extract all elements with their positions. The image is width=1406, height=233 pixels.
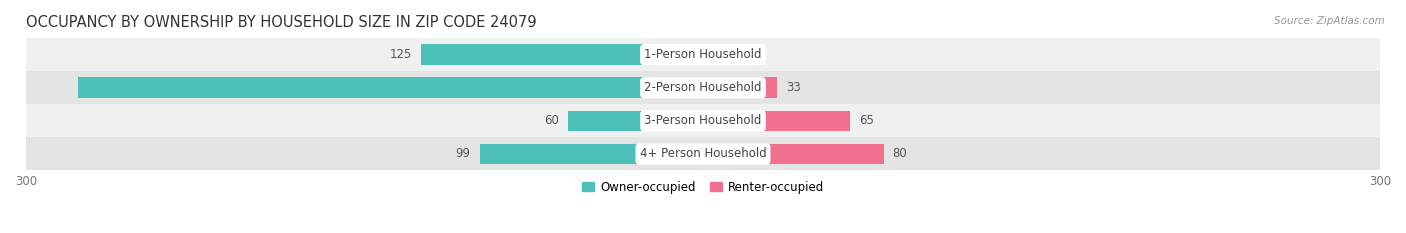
Bar — [27, 137, 1379, 171]
Text: 125: 125 — [389, 48, 412, 61]
Bar — [27, 104, 1379, 137]
Text: 1-Person Household: 1-Person Household — [644, 48, 762, 61]
Text: 0: 0 — [711, 48, 720, 61]
Text: 2-Person Household: 2-Person Household — [644, 81, 762, 94]
Bar — [703, 78, 778, 98]
Text: 99: 99 — [456, 147, 471, 160]
Text: 80: 80 — [893, 147, 907, 160]
Bar — [703, 111, 849, 131]
Bar — [27, 71, 1379, 104]
Text: 3-Person Household: 3-Person Household — [644, 114, 762, 127]
Text: 65: 65 — [859, 114, 873, 127]
Text: 4+ Person Household: 4+ Person Household — [640, 147, 766, 160]
Text: Source: ZipAtlas.com: Source: ZipAtlas.com — [1274, 16, 1385, 26]
Bar — [568, 111, 703, 131]
Bar — [479, 144, 703, 164]
Legend: Owner-occupied, Renter-occupied: Owner-occupied, Renter-occupied — [582, 181, 824, 194]
Bar — [27, 38, 1379, 71]
Bar — [77, 78, 703, 98]
Text: 277: 277 — [668, 81, 692, 94]
Text: OCCUPANCY BY OWNERSHIP BY HOUSEHOLD SIZE IN ZIP CODE 24079: OCCUPANCY BY OWNERSHIP BY HOUSEHOLD SIZE… — [27, 15, 537, 30]
Text: 60: 60 — [544, 114, 558, 127]
Text: 33: 33 — [786, 81, 801, 94]
Bar — [420, 45, 703, 65]
Bar — [703, 144, 883, 164]
